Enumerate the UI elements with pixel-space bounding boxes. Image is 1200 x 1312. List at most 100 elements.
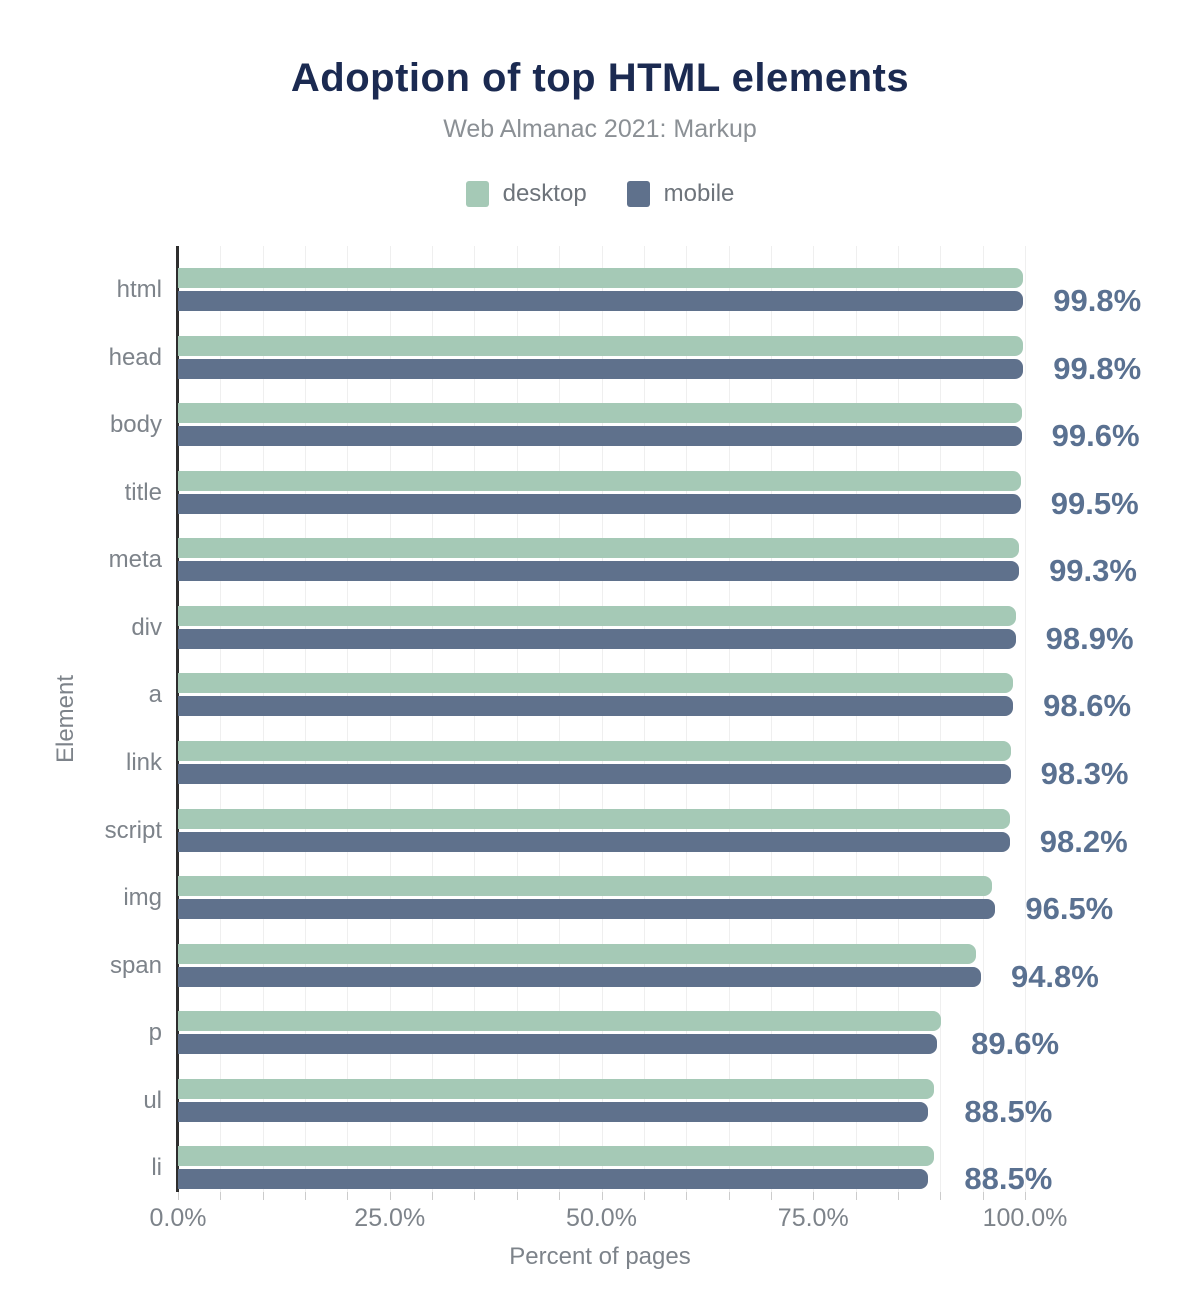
legend-item-desktop: desktop xyxy=(465,180,587,208)
value-label: 94.8% xyxy=(1010,958,1099,994)
bar-mobile xyxy=(178,1034,937,1055)
value-label: 98.2% xyxy=(1039,823,1128,859)
x-axis-tick xyxy=(601,1192,603,1200)
bar-mobile xyxy=(178,1101,928,1122)
value-label: 89.6% xyxy=(971,1026,1060,1062)
category-label: head xyxy=(108,343,162,371)
gridline xyxy=(389,246,391,1192)
bar-desktop xyxy=(178,673,1014,694)
x-axis-tick xyxy=(686,1192,688,1200)
gridline xyxy=(813,246,815,1192)
x-axis-tick xyxy=(643,1192,645,1200)
chart-title: Adoption of top HTML elements xyxy=(290,56,910,100)
x-axis-tick xyxy=(262,1192,264,1200)
bar-desktop xyxy=(178,943,976,964)
bar-mobile xyxy=(178,358,1024,379)
chart-subtitle: Web Almanac 2021: Markup xyxy=(443,115,757,143)
category-label: ul xyxy=(143,1086,162,1114)
bar-desktop xyxy=(178,808,1010,829)
bar-mobile xyxy=(178,493,1021,514)
x-axis-tick xyxy=(728,1192,730,1200)
gridline xyxy=(982,246,984,1192)
y-axis-line xyxy=(176,246,179,1192)
category-label: li xyxy=(151,1154,162,1182)
gridline xyxy=(516,246,518,1192)
category-label: p xyxy=(148,1019,162,1047)
x-axis-tick xyxy=(813,1192,815,1200)
x-axis-tick xyxy=(855,1192,857,1200)
x-axis-tick xyxy=(474,1192,476,1200)
gridline xyxy=(220,246,222,1192)
bar-mobile xyxy=(178,899,996,920)
plot-area: html 99.8% head 99.8% body 99.6% title 99.5% met… xyxy=(0,246,1200,1232)
category-label: body xyxy=(109,411,162,439)
bar-mobile xyxy=(178,628,1016,649)
x-axis-tick xyxy=(389,1192,391,1200)
category-label: img xyxy=(123,884,162,912)
chart-legend: desktop mobile xyxy=(0,180,1200,208)
x-axis-tick xyxy=(516,1192,518,1200)
x-axis-tick xyxy=(220,1192,222,1200)
x-axis-tick xyxy=(982,1192,984,1200)
gridline xyxy=(686,246,688,1192)
gridline xyxy=(432,246,434,1192)
gridline xyxy=(601,246,603,1192)
bar-desktop xyxy=(178,1011,942,1032)
value-label: 98.6% xyxy=(1043,688,1132,724)
gridline xyxy=(1025,246,1026,1192)
gridline xyxy=(305,246,307,1192)
value-label: 88.5% xyxy=(964,1161,1053,1197)
gridline xyxy=(897,246,899,1192)
value-label: 99.5% xyxy=(1050,485,1139,521)
gridline xyxy=(728,246,730,1192)
bar-desktop xyxy=(178,876,992,897)
bar-mobile xyxy=(178,291,1024,311)
value-label: 99.8% xyxy=(1053,283,1142,318)
bar-mobile xyxy=(178,764,1011,784)
category-label: span xyxy=(109,951,162,979)
bar-desktop xyxy=(178,470,1021,491)
bar-mobile xyxy=(178,696,1014,717)
category-label: a xyxy=(148,681,162,709)
x-tick-label: 50.0% xyxy=(566,1204,637,1232)
category-label: html xyxy=(116,276,162,303)
value-label: 98.9% xyxy=(1045,620,1134,656)
x-axis-title: Percent of pages xyxy=(509,1243,691,1270)
x-tick-label: 100.0% xyxy=(982,1204,1068,1232)
x-axis-tick xyxy=(432,1192,434,1200)
x-tick-label: 0.0% xyxy=(149,1204,207,1232)
bar-mobile xyxy=(178,1169,928,1190)
bar-desktop xyxy=(178,268,1024,288)
value-label: 99.6% xyxy=(1051,418,1140,454)
x-axis-tick xyxy=(178,1192,179,1200)
bar-desktop xyxy=(178,605,1016,626)
bar-desktop xyxy=(178,538,1020,559)
bar-mobile xyxy=(178,831,1010,852)
category-label: div xyxy=(131,613,162,641)
x-tick-label: 75.0% xyxy=(777,1204,849,1232)
bar-desktop xyxy=(178,1146,935,1167)
gridline xyxy=(643,246,645,1192)
y-axis-title: Element xyxy=(52,674,79,764)
category-label: script xyxy=(104,816,162,844)
bar-mobile xyxy=(178,966,981,987)
value-label: 99.3% xyxy=(1049,553,1137,589)
x-axis-tick xyxy=(559,1192,561,1200)
gridline xyxy=(770,246,772,1192)
bar-mobile xyxy=(178,426,1022,447)
gridline xyxy=(262,246,264,1192)
x-axis-tick xyxy=(897,1192,899,1200)
category-label: title xyxy=(124,478,162,506)
gridline xyxy=(855,246,857,1192)
x-axis-tick xyxy=(1025,1192,1026,1200)
bar-desktop xyxy=(178,403,1022,424)
gridline xyxy=(559,246,561,1192)
gridline xyxy=(474,246,476,1192)
gridline xyxy=(940,246,942,1192)
desktop-swatch-icon xyxy=(465,181,489,207)
x-tick-label: 25.0% xyxy=(354,1204,426,1232)
bar-mobile xyxy=(178,561,1020,582)
x-axis-tick xyxy=(305,1192,307,1200)
legend-label-desktop: desktop xyxy=(502,180,587,207)
